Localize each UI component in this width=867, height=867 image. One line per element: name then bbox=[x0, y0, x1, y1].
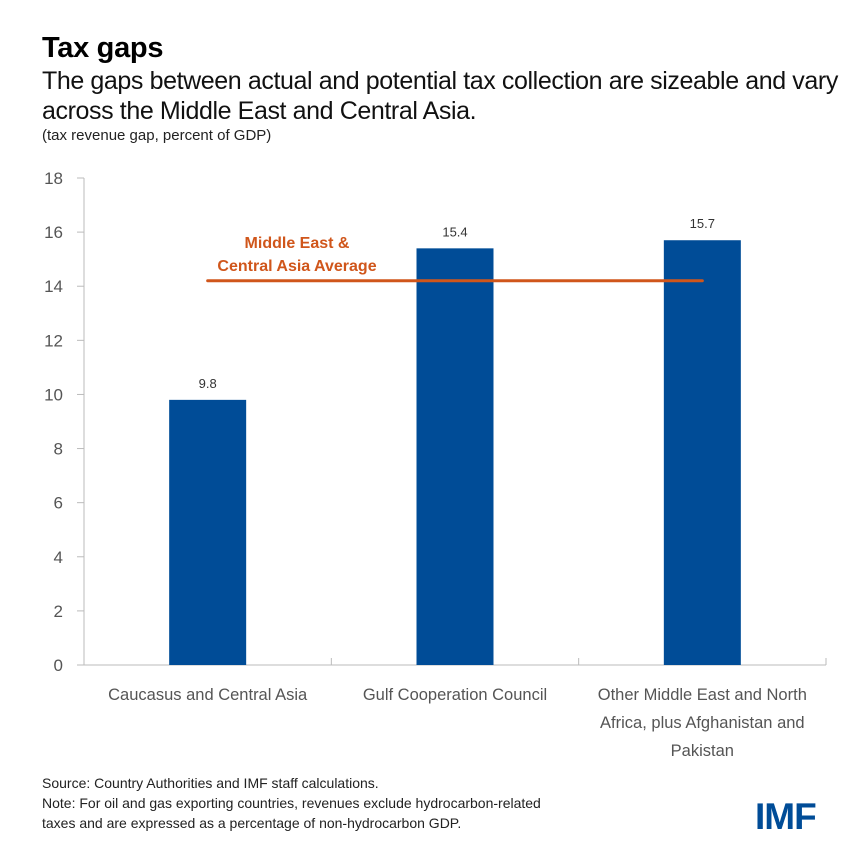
y-tick-label: 12 bbox=[44, 331, 63, 350]
units-label: (tax revenue gap, percent of GDP) bbox=[42, 127, 272, 144]
note-line-2: taxes and are expressed as a percentage … bbox=[42, 815, 462, 831]
bars: 9.8 15.4 15.7 bbox=[169, 216, 741, 665]
y-tick-label: 16 bbox=[44, 223, 63, 242]
y-tick-label: 8 bbox=[54, 440, 63, 459]
imf-logo: IMF bbox=[755, 796, 817, 837]
footer: Source: Country Authorities and IMF staf… bbox=[42, 773, 541, 833]
y-axis: 0 2 4 6 8 10 12 14 16 18 bbox=[44, 169, 85, 675]
category-label: Africa, plus Afghanistan and bbox=[600, 714, 805, 732]
note-line-1: Note: For oil and gas exporting countrie… bbox=[42, 795, 541, 811]
data-label: 15.7 bbox=[690, 216, 715, 231]
y-tick-label: 18 bbox=[44, 169, 63, 188]
bar bbox=[416, 248, 494, 665]
y-tick-label: 2 bbox=[54, 602, 63, 621]
average-line-label: Middle East & bbox=[245, 235, 350, 252]
data-label: 15.4 bbox=[442, 224, 467, 239]
y-tick-label: 10 bbox=[44, 385, 63, 404]
x-axis: Caucasus and Central Asia Gulf Cooperatio… bbox=[84, 658, 827, 760]
category-label: Other Middle East and North bbox=[598, 686, 807, 704]
category-label: Caucasus and Central Asia bbox=[108, 686, 308, 704]
chart-title: Tax gaps bbox=[42, 32, 164, 64]
average-line-label: Central Asia Average bbox=[217, 258, 376, 275]
average-reference: Middle East & Central Asia Average bbox=[206, 235, 704, 283]
bar bbox=[663, 240, 741, 665]
data-label: 9.8 bbox=[199, 376, 217, 391]
chart-subtitle: The gaps between actual and potential ta… bbox=[42, 67, 838, 125]
bar bbox=[169, 399, 247, 665]
category-label: Pakistan bbox=[671, 742, 734, 760]
y-tick-label: 0 bbox=[54, 656, 63, 675]
y-tick-label: 6 bbox=[54, 494, 63, 513]
y-tick-label: 14 bbox=[44, 277, 63, 296]
y-tick-label: 4 bbox=[54, 548, 63, 567]
category-label: Gulf Cooperation Council bbox=[363, 686, 547, 704]
source-note: Source: Country Authorities and IMF staf… bbox=[42, 775, 379, 791]
